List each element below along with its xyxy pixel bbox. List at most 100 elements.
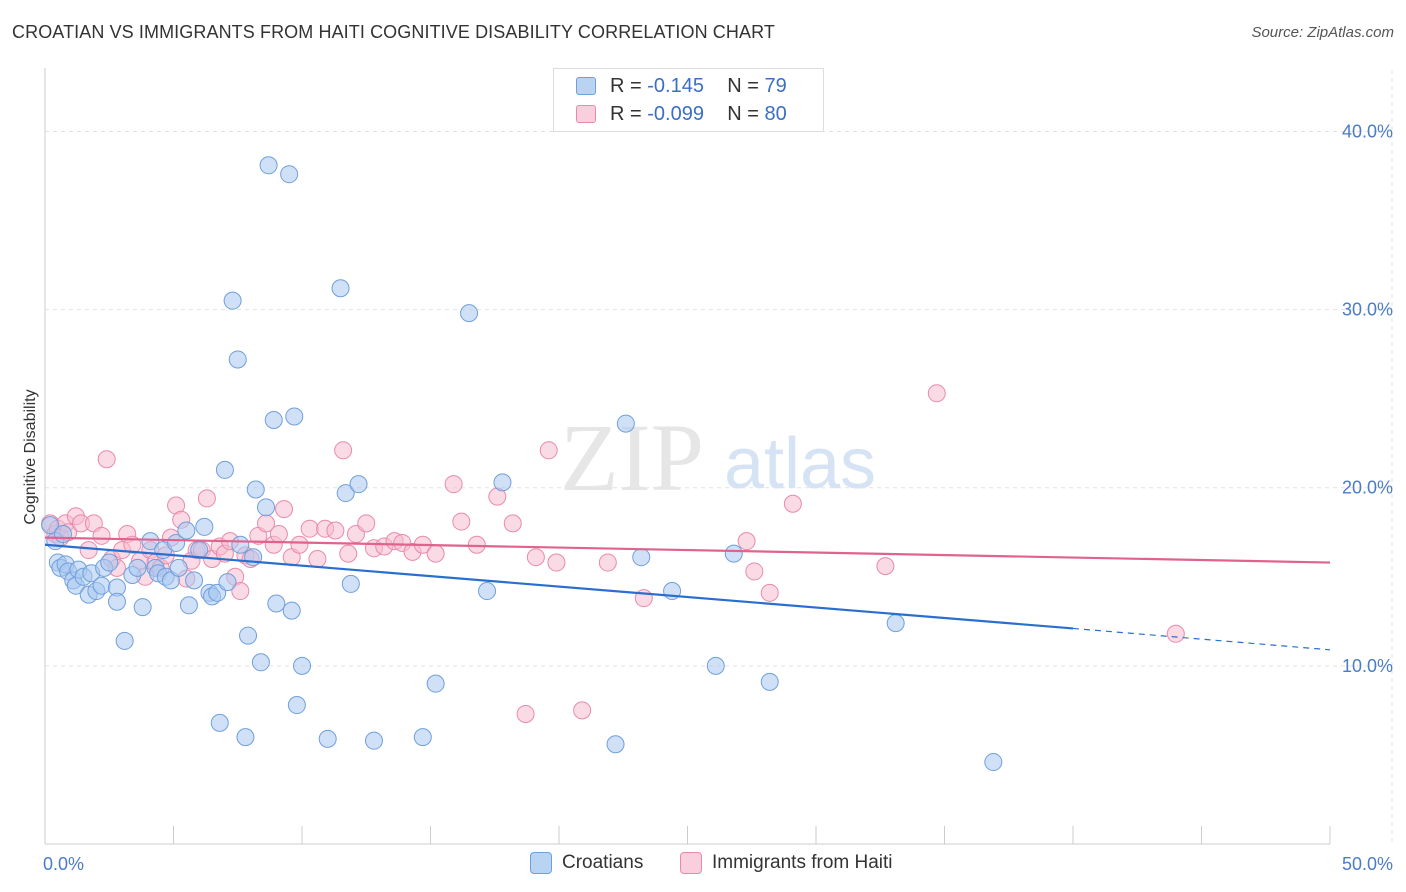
haiti-point bbox=[783, 494, 802, 513]
croatian-point bbox=[228, 350, 247, 369]
legend-row-croatians: R = -0.145 N = 79 bbox=[576, 73, 787, 99]
croatian-point bbox=[53, 525, 72, 544]
croatian-point bbox=[169, 558, 188, 577]
y-tick-label: 10.0% bbox=[1342, 656, 1393, 676]
croatian-point bbox=[177, 521, 196, 540]
haiti-point bbox=[573, 701, 592, 720]
chart-title: CROATIAN VS IMMIGRANTS FROM HAITI COGNIT… bbox=[12, 22, 775, 42]
croatian-point bbox=[231, 535, 250, 554]
legend-n-label: N = bbox=[727, 102, 759, 125]
legend-label-haiti: Immigrants from Haiti bbox=[712, 852, 893, 873]
croatian-point bbox=[107, 592, 126, 611]
haiti-point bbox=[79, 541, 98, 560]
haiti-point bbox=[760, 583, 779, 602]
croatian-point bbox=[236, 728, 255, 747]
croatian-point bbox=[984, 753, 1003, 772]
haiti-point bbox=[308, 549, 327, 568]
x-tick-label: 0.0% bbox=[43, 854, 84, 874]
legend-r-label: R = bbox=[610, 102, 642, 125]
haiti-point bbox=[737, 532, 756, 551]
croatian-point bbox=[239, 626, 258, 645]
haiti-point bbox=[426, 544, 445, 563]
croatian-point bbox=[185, 571, 204, 590]
haiti-point bbox=[547, 553, 566, 572]
croatian-point bbox=[426, 674, 445, 693]
trend-lines bbox=[44, 536, 1331, 651]
x-tick-label: 50.0% bbox=[1342, 854, 1393, 874]
y-tick-labels: 10.0% 20.0% 30.0% 40.0% bbox=[1342, 121, 1393, 675]
haiti-point bbox=[92, 526, 111, 545]
croatian-point bbox=[293, 656, 311, 675]
haiti-point bbox=[269, 525, 288, 544]
croatian-point bbox=[128, 558, 147, 577]
croatian-point bbox=[218, 573, 237, 592]
haiti-point bbox=[444, 475, 463, 494]
croatian-point bbox=[210, 713, 229, 732]
haiti-point bbox=[1166, 624, 1185, 643]
croatian-point bbox=[606, 735, 625, 754]
croatian-point bbox=[280, 165, 299, 184]
croatian-point bbox=[760, 672, 779, 691]
croatian-point bbox=[167, 533, 186, 552]
x-tick-labels: 0.0% 50.0% bbox=[43, 854, 1393, 874]
grid-lines bbox=[45, 70, 1393, 844]
croatian-point bbox=[141, 532, 160, 551]
haiti-point bbox=[197, 489, 216, 508]
haiti-point bbox=[876, 557, 895, 576]
haiti-point bbox=[275, 500, 294, 519]
series-legend: Croatians Immigrants from Haiti bbox=[0, 852, 1406, 878]
croatian-point bbox=[259, 156, 278, 175]
croatian-point bbox=[282, 601, 301, 620]
haiti-point bbox=[290, 535, 309, 554]
axes bbox=[44, 68, 1331, 845]
haiti-point bbox=[452, 512, 471, 531]
croatian-point bbox=[460, 304, 479, 323]
haiti-point bbox=[339, 544, 358, 563]
croatian-point bbox=[267, 594, 286, 613]
croatian-point bbox=[616, 414, 635, 433]
croatian-point bbox=[92, 576, 111, 595]
croatian-point bbox=[195, 517, 214, 536]
source-label: Source: ZipAtlas.com bbox=[1251, 24, 1394, 41]
legend-swatch-pink bbox=[576, 105, 596, 123]
croatian-point bbox=[287, 696, 306, 715]
legend-row-haiti: R = -0.099 N = 80 bbox=[576, 101, 787, 127]
haiti-point bbox=[357, 514, 376, 533]
haiti-point bbox=[539, 441, 558, 460]
legend-n-value: 79 bbox=[764, 74, 787, 97]
y-tick-label: 20.0% bbox=[1342, 478, 1393, 498]
croatian-point bbox=[706, 656, 725, 675]
y-axis-label: Cognitive Disability bbox=[22, 389, 39, 524]
haiti-point bbox=[97, 450, 116, 469]
legend-swatch-blue bbox=[576, 77, 596, 95]
legend-r-label: R = bbox=[610, 74, 642, 97]
legend-item-haiti: Immigrants from Haiti bbox=[680, 852, 893, 874]
croatian-point bbox=[133, 598, 152, 617]
haiti-point bbox=[231, 582, 250, 601]
croatian-point bbox=[632, 548, 651, 567]
croatian-point bbox=[215, 460, 234, 479]
haiti-trend-line bbox=[44, 536, 1331, 564]
croatian-point bbox=[724, 544, 743, 563]
croatian-trend-line bbox=[44, 543, 1074, 630]
legend-n-value: 80 bbox=[764, 102, 787, 125]
croatian-point bbox=[341, 574, 360, 593]
croatian-point bbox=[41, 516, 60, 535]
croatian-point bbox=[336, 484, 355, 503]
haiti-point bbox=[516, 704, 535, 723]
legend-r-value: -0.145 bbox=[647, 74, 704, 97]
croatian-point bbox=[246, 480, 265, 499]
croatian-point bbox=[251, 653, 270, 672]
haiti-point bbox=[745, 562, 764, 581]
legend-item-croatians: Croatians bbox=[530, 852, 643, 874]
croatian-point bbox=[179, 596, 198, 615]
croatian-point bbox=[100, 553, 119, 572]
y-tick-label: 30.0% bbox=[1342, 300, 1393, 320]
legend-label-croatians: Croatians bbox=[562, 852, 644, 873]
legend-r-value: -0.099 bbox=[647, 102, 704, 125]
haiti-point bbox=[526, 548, 545, 567]
haiti-point bbox=[467, 535, 486, 554]
legend-swatch-croatians bbox=[530, 852, 552, 874]
croatian-points bbox=[41, 156, 1003, 772]
